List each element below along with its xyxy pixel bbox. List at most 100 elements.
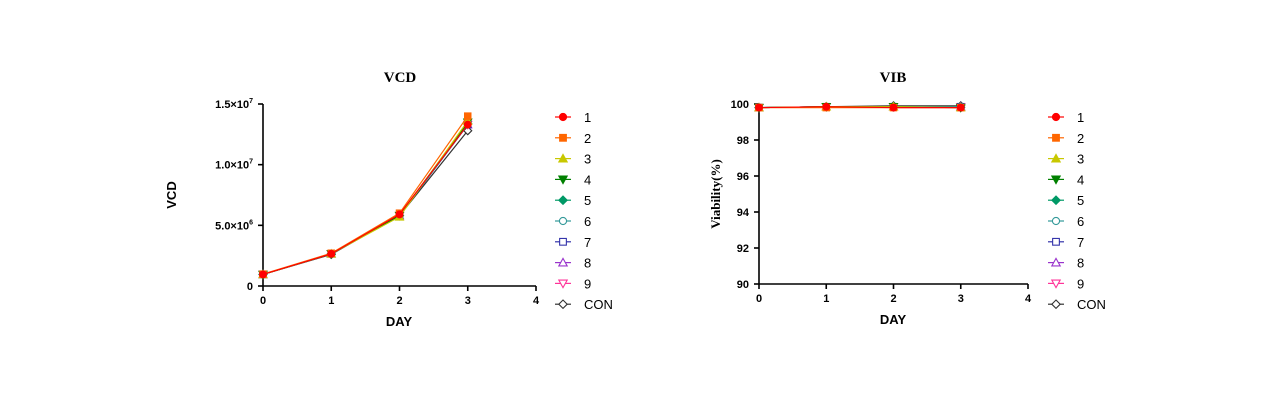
legend-marker-icon — [1050, 279, 1062, 289]
vib-legend-item-1: 1 — [1048, 110, 1084, 125]
vcd-series-point-1 — [463, 120, 472, 129]
legend-label: 3 — [584, 152, 591, 167]
legend-marker-icon — [1051, 112, 1061, 122]
vib-series-point-1 — [822, 102, 831, 111]
vib-legend-item-4: 4 — [1048, 172, 1084, 187]
vib-chart-title: VIB — [880, 70, 907, 86]
legend-label: 3 — [1077, 152, 1084, 167]
vcd-legend-item-3: 3 — [555, 152, 591, 167]
legend-label: 7 — [584, 235, 591, 250]
vcd-x-tick-label: 1 — [328, 295, 334, 307]
legend-label: 2 — [1077, 131, 1084, 146]
legend-marker-icon — [1052, 133, 1060, 142]
vib-y-tick-label: 92 — [737, 243, 749, 255]
vib-y-tick-label: 94 — [737, 207, 750, 219]
legend-marker-icon — [1051, 195, 1061, 206]
vcd-series-point-1 — [259, 270, 267, 279]
vib-y-axis-label: Viability(%) — [708, 159, 723, 229]
vcd-legend-item-con: CON — [555, 297, 613, 312]
vcd-y-tick-mantissa: 1.5×10 — [215, 99, 249, 111]
vcd-legend-item-2: 2 — [555, 131, 591, 146]
vcd-series-point-2 — [463, 112, 472, 120]
vib-x-tick-label: 0 — [756, 293, 762, 305]
legend-marker-icon — [558, 299, 568, 310]
legend-marker-icon — [1050, 257, 1062, 267]
legend-label: 9 — [1077, 276, 1084, 291]
vcd-series-line-5 — [262, 123, 469, 276]
vcd-x-tick-label: 0 — [260, 295, 266, 307]
vib-legend-item-2: 2 — [1048, 131, 1084, 146]
vib-y-tick-label: 98 — [737, 135, 749, 147]
vcd-series-point-con — [462, 125, 473, 136]
vib-y-tick-mantissa: 94 — [737, 207, 750, 219]
legend-marker-icon — [559, 237, 567, 246]
vib-x-tick-label: 3 — [958, 293, 964, 305]
legend-label: 4 — [584, 172, 591, 187]
vib-series-line-1 — [758, 106, 961, 109]
vcd-series-line-3 — [262, 120, 469, 276]
legend-marker-icon — [558, 112, 568, 122]
legend-marker-icon — [1050, 153, 1062, 163]
legend-marker-icon — [1051, 299, 1061, 310]
vib-y-tick-label: 90 — [737, 279, 749, 291]
legend-label: 8 — [584, 256, 591, 271]
vib-x-tick-label: 2 — [890, 293, 896, 305]
vcd-legend-item-5: 5 — [555, 193, 591, 208]
vcd-series-line-2 — [262, 115, 469, 275]
vib-legend-item-6: 6 — [1048, 214, 1084, 229]
vcd-x-tick-label: 2 — [396, 295, 402, 307]
vcd-series-point-1 — [395, 210, 404, 219]
vib-legend-item-3: 3 — [1048, 152, 1084, 167]
legend-label: 5 — [584, 193, 591, 208]
legend-label: 4 — [1077, 172, 1084, 187]
vib-y-tick-mantissa: 96 — [737, 171, 749, 183]
legend-marker-icon — [1052, 237, 1060, 246]
vcd-y-tick-exponent: 7 — [249, 98, 253, 105]
legend-marker-icon — [557, 257, 569, 267]
legend-marker-icon — [559, 133, 567, 142]
vib-legend: 1 2 3 4 5 6 7 8 9 CON — [1048, 110, 1106, 312]
legend-marker-icon — [557, 153, 569, 163]
vcd-x-tick-label: 3 — [465, 295, 471, 307]
vib-x-tick-label: 1 — [823, 293, 829, 305]
vcd-x-axis-label: DAY — [386, 314, 413, 329]
legend-label: 2 — [584, 131, 591, 146]
vcd-series-line-9 — [262, 124, 469, 276]
legend-label: 8 — [1077, 256, 1084, 271]
vib-y-tick-label: 100 — [731, 99, 749, 111]
vib-x-tick-label: 4 — [1025, 293, 1032, 305]
vcd-y-tick-label: 1.0×107 — [215, 159, 253, 172]
vcd-y-tick-label: 0 — [247, 281, 253, 293]
legend-label: 1 — [584, 110, 591, 125]
legend-marker-icon — [557, 175, 569, 185]
vcd-legend-item-1: 1 — [555, 110, 591, 125]
vcd-series-point-1 — [327, 249, 336, 258]
vcd-y-tick-mantissa: 1.0×10 — [215, 160, 249, 172]
vcd-series-line-6 — [262, 124, 469, 276]
vib-legend-item-con: CON — [1048, 297, 1106, 312]
vib-legend-item-8: 8 — [1048, 256, 1084, 271]
vib-series-point-1 — [889, 103, 898, 112]
vcd-series-line-7 — [262, 124, 469, 276]
vib-y-tick-mantissa: 100 — [731, 99, 749, 111]
vcd-chart-title: VCD — [384, 70, 417, 86]
vcd-series-line-8 — [262, 124, 469, 276]
vcd-legend-item-8: 8 — [555, 256, 591, 271]
legend-label: CON — [584, 297, 613, 312]
legend-label: 7 — [1077, 235, 1084, 250]
vib-y-tick-mantissa: 98 — [737, 135, 749, 147]
vib-legend-item-5: 5 — [1048, 193, 1084, 208]
vcd-y-tick-mantissa: 5.0×10 — [215, 220, 249, 232]
vib-y-tick-label: 96 — [737, 171, 749, 183]
legend-marker-icon — [1050, 175, 1062, 185]
vib-y-tick-mantissa: 92 — [737, 243, 749, 255]
vcd-y-tick-exponent: 6 — [249, 219, 253, 226]
legend-marker-icon — [558, 195, 568, 206]
vib-series-point-1 — [956, 103, 965, 112]
legend-label: 6 — [1077, 214, 1084, 229]
vcd-legend-item-4: 4 — [555, 172, 591, 187]
legend-label: 1 — [1077, 110, 1084, 125]
vib-legend-item-7: 7 — [1048, 235, 1084, 250]
